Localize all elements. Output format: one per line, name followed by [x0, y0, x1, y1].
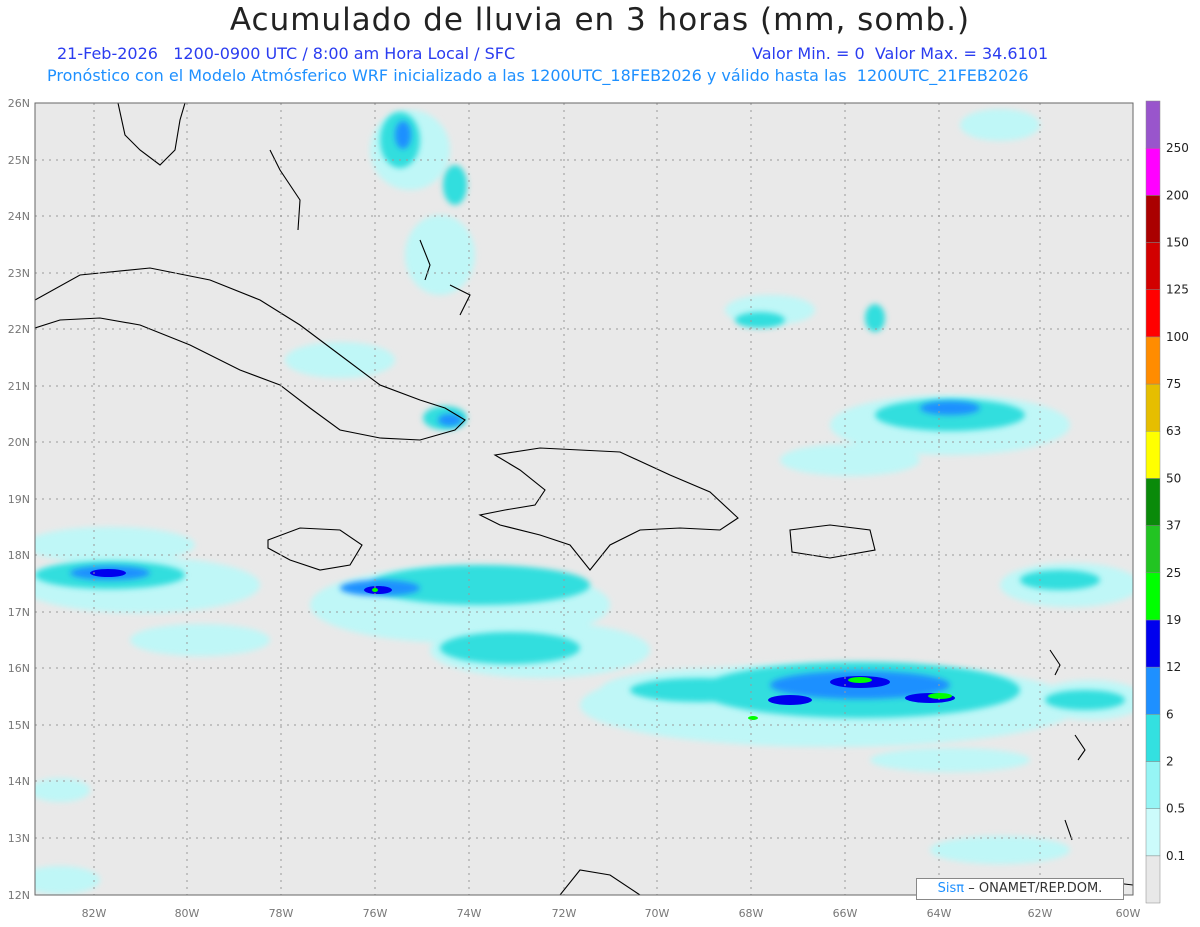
- lat-axis: 26N 25N 24N 23N 22N 21N 20N 19N 18N 17N …: [8, 97, 30, 902]
- lon-tick: 70W: [645, 907, 670, 920]
- colorbar-swatch: [1145, 336, 1161, 385]
- lat-tick: 23N: [8, 267, 30, 280]
- colorbar-swatch: [1145, 430, 1161, 479]
- lon-tick: 74W: [457, 907, 482, 920]
- lon-tick: 64W: [927, 907, 952, 920]
- lat-tick: 26N: [8, 97, 30, 110]
- lat-tick: 16N: [8, 662, 30, 675]
- colorbar-swatch: [1145, 242, 1161, 290]
- colorbar-swatch: [1145, 572, 1161, 621]
- lon-tick: 80W: [175, 907, 200, 920]
- lon-axis: 82W 80W 78W 76W 74W 72W 70W 68W 66W 64W …: [82, 907, 1141, 920]
- colorbar-label: 2: [1166, 754, 1174, 768]
- lat-tick: 13N: [8, 832, 30, 845]
- lat-tick: 14N: [8, 775, 30, 788]
- colorbar-swatch: [1145, 761, 1161, 809]
- sispi-logo-text: Sisπ: [937, 881, 965, 896]
- colorbar-label: 6: [1166, 707, 1174, 721]
- colorbar-swatch: [1145, 855, 1161, 904]
- colorbar-swatch: [1145, 383, 1161, 432]
- colorbar-label: 75: [1166, 377, 1181, 391]
- colorbar-swatch: [1145, 195, 1161, 243]
- colorbar-label: 12: [1166, 660, 1181, 674]
- credit-box: Sisπ – ONAMET/REP.DOM.: [916, 878, 1124, 900]
- map-title: Acumulado de lluvia en 3 horas (mm, somb…: [229, 2, 971, 38]
- colorbar-swatch: [1145, 289, 1161, 338]
- colorbar-label: 100: [1166, 330, 1189, 344]
- lon-tick: 82W: [82, 907, 107, 920]
- colorbar-label: 50: [1166, 471, 1181, 485]
- min-max-values: Valor Min. = 0 Valor Max. = 34.6101: [752, 44, 1049, 63]
- lat-tick: 25N: [8, 154, 30, 167]
- colorbar-swatch: [1145, 478, 1161, 526]
- lon-tick: 68W: [739, 907, 764, 920]
- colorbar-swatch: [1145, 714, 1161, 762]
- plot-frame: [34, 102, 1134, 896]
- lat-tick: 20N: [8, 436, 30, 449]
- colorbar: 0.1 0.5 2 6 12 19 25 37 50 63 75 100 125 150 200 250: [1145, 100, 1189, 904]
- colorbar-label: 200: [1166, 188, 1189, 202]
- plot-area: [35, 103, 1133, 895]
- lat-tick: 21N: [8, 380, 30, 393]
- colorbar-label: 150: [1166, 236, 1189, 250]
- credit-text: – ONAMET/REP.DOM.: [968, 881, 1103, 896]
- colorbar-swatch: [1145, 666, 1161, 715]
- lat-tick: 17N: [8, 606, 30, 619]
- lon-tick: 72W: [552, 907, 577, 920]
- colorbar-swatch: [1145, 100, 1161, 149]
- colorbar-label: 250: [1166, 141, 1189, 155]
- lat-tick: 24N: [8, 210, 30, 223]
- model-info-line: Pronóstico con el Modelo Atmósferico WRF…: [47, 66, 1029, 85]
- colorbar-label: 19: [1166, 613, 1181, 627]
- valid-time-line: 21-Feb-2026 1200-0900 UTC / 8:00 am Hora…: [57, 44, 516, 63]
- lat-tick: 18N: [8, 549, 30, 562]
- colorbar-swatch: [1145, 619, 1161, 668]
- lon-tick: 66W: [833, 907, 858, 920]
- lon-tick: 60W: [1116, 907, 1141, 920]
- colorbar-label: 0.5: [1166, 802, 1185, 816]
- colorbar-label: 63: [1166, 424, 1181, 438]
- colorbar-label: 25: [1166, 566, 1181, 580]
- colorbar-label: 37: [1166, 519, 1181, 533]
- rain-field: [35, 109, 1133, 894]
- lon-tick: 78W: [269, 907, 294, 920]
- lat-tick: 15N: [8, 719, 30, 732]
- lat-tick: 22N: [8, 323, 30, 336]
- lat-tick: 12N: [8, 889, 30, 902]
- lon-tick: 62W: [1028, 907, 1053, 920]
- colorbar-swatch: [1145, 147, 1161, 196]
- colorbar-label: 125: [1166, 283, 1189, 297]
- colorbar-swatch: [1145, 808, 1161, 857]
- gridlines: [35, 103, 1133, 895]
- lat-tick: 19N: [8, 493, 30, 506]
- colorbar-swatch: [1145, 525, 1161, 574]
- lon-tick: 76W: [363, 907, 388, 920]
- colorbar-label: 0.1: [1166, 849, 1185, 863]
